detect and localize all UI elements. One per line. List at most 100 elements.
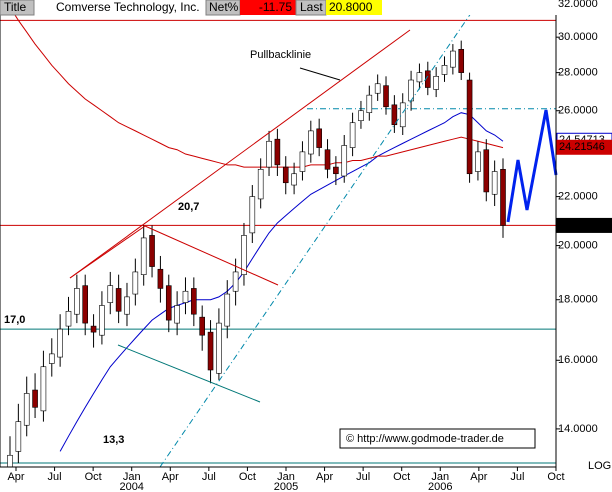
candle-body bbox=[299, 151, 306, 172]
candle-body bbox=[241, 235, 247, 275]
candle-body bbox=[333, 166, 339, 175]
candle-body bbox=[182, 290, 189, 303]
y-tick-label: 26.0000 bbox=[558, 105, 598, 117]
candle-body bbox=[232, 271, 239, 292]
moving-average bbox=[9, 6, 504, 168]
forecast-path bbox=[506, 109, 558, 223]
candle-body bbox=[224, 293, 231, 327]
candle-body bbox=[199, 316, 205, 336]
candle-body bbox=[458, 49, 465, 73]
annotation: 13,3 bbox=[103, 434, 124, 446]
x-tick-label: Jan bbox=[277, 471, 295, 483]
candle-body bbox=[7, 454, 13, 468]
x-tick-label: Jan bbox=[431, 471, 449, 483]
net-value: -11.75 bbox=[259, 0, 292, 14]
candle-body bbox=[107, 285, 114, 303]
x-tick-label: Jul bbox=[356, 471, 370, 483]
year-label: 2004 bbox=[119, 481, 143, 492]
x-tick-label: Apr bbox=[162, 471, 179, 483]
x-tick-label: Jul bbox=[48, 471, 62, 483]
candle-body bbox=[90, 325, 97, 333]
x-tick-label: Oct bbox=[393, 471, 410, 483]
candle-body bbox=[391, 104, 398, 126]
title-box bbox=[0, 0, 35, 16]
net-value-box bbox=[240, 0, 296, 15]
x-tick-label: Apr bbox=[316, 471, 333, 483]
candle-body bbox=[157, 268, 164, 289]
chart-title: Comverse Technology, Inc. bbox=[56, 0, 200, 14]
candle-body bbox=[174, 305, 180, 324]
candle-body bbox=[366, 94, 373, 114]
candle-body bbox=[349, 122, 356, 148]
x-tick-label: Jul bbox=[202, 471, 216, 483]
year-label: 2006 bbox=[428, 481, 452, 492]
candle-body bbox=[40, 366, 47, 412]
y-tick-label: 14.0000 bbox=[558, 423, 598, 435]
x-tick-label: Jul bbox=[510, 471, 524, 483]
annotation: Pullbacklinie bbox=[250, 49, 311, 61]
price-marker-box bbox=[556, 139, 612, 155]
candle-body bbox=[466, 79, 473, 175]
leader-line bbox=[299, 67, 341, 81]
candle-body bbox=[149, 235, 155, 267]
candle-body bbox=[249, 196, 256, 234]
candle-body bbox=[132, 271, 139, 295]
title-label: Title bbox=[4, 0, 27, 14]
support-line bbox=[117, 344, 261, 403]
x-tick-label: Jan bbox=[123, 471, 141, 483]
price-marker-label: 24.21546 bbox=[559, 141, 605, 153]
candle-body bbox=[383, 85, 389, 108]
candle-body bbox=[291, 173, 297, 186]
pullback-line bbox=[159, 0, 481, 468]
last-label: Last bbox=[300, 0, 323, 14]
upper-channel bbox=[69, 29, 411, 279]
y-tick-label: 30.0000 bbox=[558, 31, 598, 43]
candle-body bbox=[57, 328, 63, 358]
copyright-box bbox=[339, 428, 536, 449]
candle-body bbox=[48, 353, 55, 364]
plot-area bbox=[0, 3, 560, 471]
x-tick-label: Oct bbox=[239, 471, 256, 483]
candle-body bbox=[99, 305, 105, 336]
net-label: Net% bbox=[209, 0, 239, 14]
candle-body bbox=[165, 285, 172, 321]
candle-body bbox=[23, 393, 30, 426]
candle-body bbox=[483, 149, 490, 193]
last-value: 20.8000 bbox=[329, 0, 373, 14]
candle-body bbox=[191, 288, 197, 315]
candle-body bbox=[266, 140, 272, 168]
candle-body bbox=[450, 50, 456, 68]
y-tick-label: 20.0000 bbox=[558, 239, 598, 251]
candle-body bbox=[282, 166, 289, 184]
candle-body bbox=[32, 389, 38, 408]
candle-body bbox=[324, 149, 331, 170]
candle-body bbox=[491, 171, 498, 195]
falling-line bbox=[144, 225, 279, 286]
channel-base bbox=[69, 225, 146, 279]
price-marker-label: 20.8000 bbox=[559, 219, 599, 231]
candle-body bbox=[124, 296, 130, 315]
candle-body bbox=[441, 65, 448, 75]
header: Title Comverse Technology, Inc. Net% -11… bbox=[0, 0, 612, 16]
candle-body bbox=[274, 138, 281, 166]
annotation: 20,7 bbox=[178, 201, 199, 213]
candle-body bbox=[399, 102, 406, 128]
candle-body bbox=[15, 421, 22, 452]
candle-body bbox=[374, 83, 381, 94]
candle-body bbox=[341, 145, 348, 177]
y-tick-label: 16.0000 bbox=[558, 354, 598, 366]
candle-body bbox=[475, 151, 481, 172]
y-tick-label: 18.0000 bbox=[558, 294, 598, 306]
x-tick-label: Oct bbox=[547, 471, 564, 483]
candle-body bbox=[358, 110, 364, 122]
plot-frame bbox=[0, 0, 557, 468]
candle-body bbox=[433, 76, 439, 90]
year-label: 2005 bbox=[274, 481, 298, 492]
candle-body bbox=[316, 128, 322, 148]
last-value-box bbox=[326, 0, 382, 15]
candle-body bbox=[500, 168, 506, 226]
x-tick-label: Apr bbox=[470, 471, 487, 483]
candle-body bbox=[74, 288, 80, 315]
